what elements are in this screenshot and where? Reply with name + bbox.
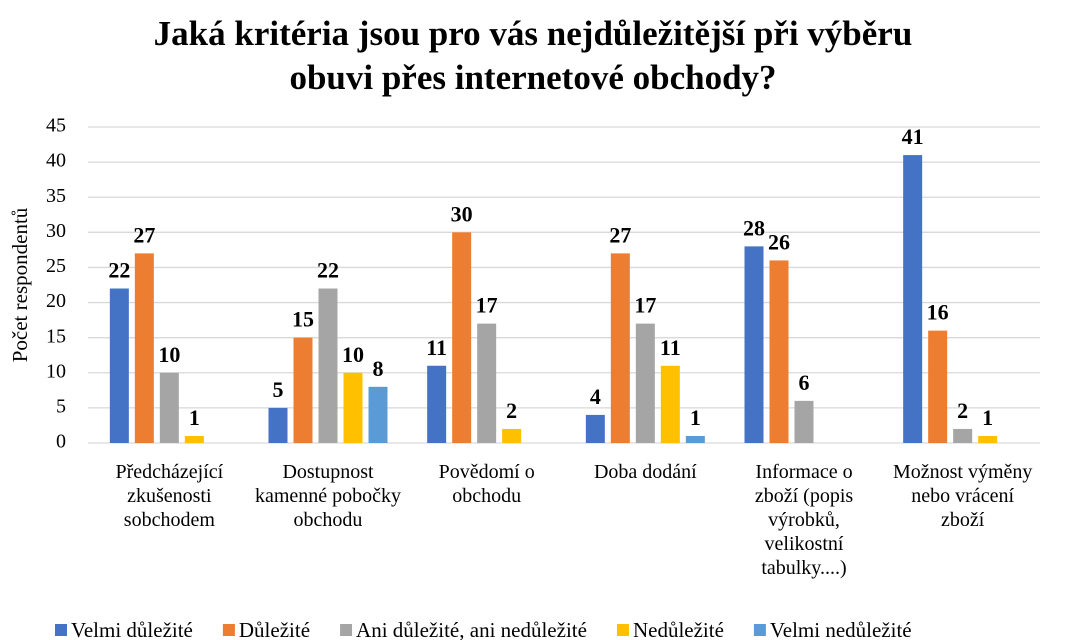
legend-label: Důležité [239,618,310,640]
data-label: 1 [690,405,701,430]
bar [184,435,204,443]
bar [635,323,655,443]
data-label: 5 [273,377,284,402]
y-tick-label: 15 [46,325,66,347]
bar [109,288,129,443]
bar [585,414,605,443]
bar [502,428,522,443]
x-tick-label: Doba dodání [593,461,697,483]
chart-title: Jaká kritéria jsou pro vás nejdůležitějš… [153,14,913,97]
x-tick-label: Možnost výměny nebo vrácení zboží [892,461,1033,531]
bar [953,428,973,443]
x-tick-label: Předcházející zkušenosti sobchodem [115,461,224,531]
y-tick-label: 45 [46,115,66,137]
data-label: 10 [342,342,364,367]
bar [452,232,472,443]
bar [318,288,338,443]
data-label: 1 [189,405,200,430]
data-label: 17 [634,293,656,318]
y-axis-label: Počet respondentů [8,207,32,362]
y-tick-label: 30 [46,220,66,242]
y-tick-label: 10 [46,360,66,382]
y-tick-label: 40 [46,150,66,172]
bar [794,400,814,443]
bar [610,253,630,443]
bar [343,372,363,443]
bar [368,386,388,443]
data-label: 41 [902,124,924,149]
legend-label: Ani důležité, ani nedůležité [356,618,587,640]
legend-swatch [616,624,629,636]
data-label: 10 [158,342,180,367]
bar [477,323,497,443]
bar [134,253,154,443]
y-tick-label: 25 [46,255,66,277]
x-tick-label: Informace o zboží (popis výrobků, veliko… [754,461,854,579]
bar [928,330,948,443]
bar [293,337,313,443]
data-label: 22 [317,258,339,283]
bar [903,155,923,444]
x-tick-label: Povědomí o obchodu [438,461,535,507]
data-label: 6 [799,370,810,395]
data-label: 2 [957,398,968,423]
y-tick-label: 5 [56,395,66,417]
bar [268,407,288,443]
x-tick-label: Dostupnost kamenné pobočky obchodu [254,461,402,531]
legend-swatch [55,624,67,636]
legend-label: Nedůležité [633,618,724,640]
legend-label: Velmi důležité [71,618,193,640]
data-label: 11 [426,335,447,360]
data-label: 17 [476,293,498,318]
y-tick-label: 0 [56,431,66,453]
bar [744,246,764,443]
data-label: 4 [590,384,601,409]
data-label: 11 [660,335,681,360]
y-tick-label: 35 [46,185,66,207]
data-label: 27 [133,222,155,247]
data-label: 27 [609,222,631,247]
bar [660,365,680,443]
legend-swatch [222,624,235,636]
legend-swatch [753,624,766,636]
y-tick-label: 20 [46,290,66,312]
data-label: 26 [768,229,790,254]
bar [769,260,789,443]
bar [427,365,447,443]
data-label: 22 [108,258,130,283]
legend-swatch [340,624,353,636]
data-label: 1 [982,405,993,430]
data-label: 16 [927,300,949,325]
bar [685,435,705,443]
bar [978,435,998,443]
data-label: 30 [451,201,473,226]
legend-label: Velmi nedůležité [770,618,912,640]
data-label: 8 [373,356,384,381]
data-label: 15 [292,307,314,332]
bar [159,372,179,443]
data-label: 2 [506,398,517,423]
data-label: 28 [743,215,765,240]
